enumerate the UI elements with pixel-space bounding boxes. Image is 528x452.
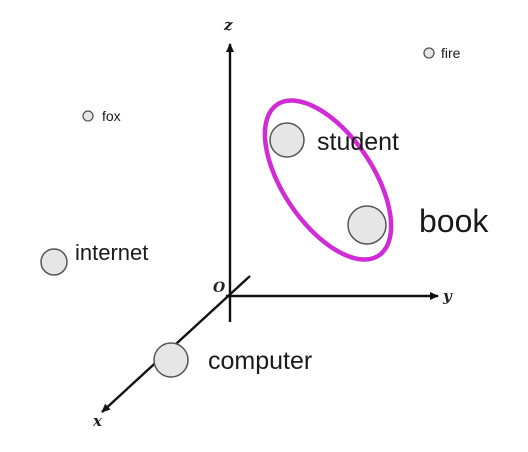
fire-label: fire xyxy=(441,45,461,61)
fox-label: fox xyxy=(102,108,121,124)
computer-point xyxy=(153,342,189,378)
fox-point xyxy=(82,110,94,122)
book-point xyxy=(347,205,387,245)
origin-label: O xyxy=(213,280,226,296)
internet-point xyxy=(40,248,68,276)
cluster-highlight-ellipse xyxy=(262,98,394,262)
z-axis-label: z xyxy=(223,16,233,34)
internet-label: internet xyxy=(75,240,148,265)
fire-point xyxy=(423,47,435,59)
book-label: book xyxy=(419,203,489,239)
computer-label: computer xyxy=(208,347,312,375)
student-point xyxy=(269,122,305,158)
x-axis-label: x xyxy=(92,412,103,430)
y-axis-label: y xyxy=(442,287,453,305)
student-label: student xyxy=(317,128,399,156)
